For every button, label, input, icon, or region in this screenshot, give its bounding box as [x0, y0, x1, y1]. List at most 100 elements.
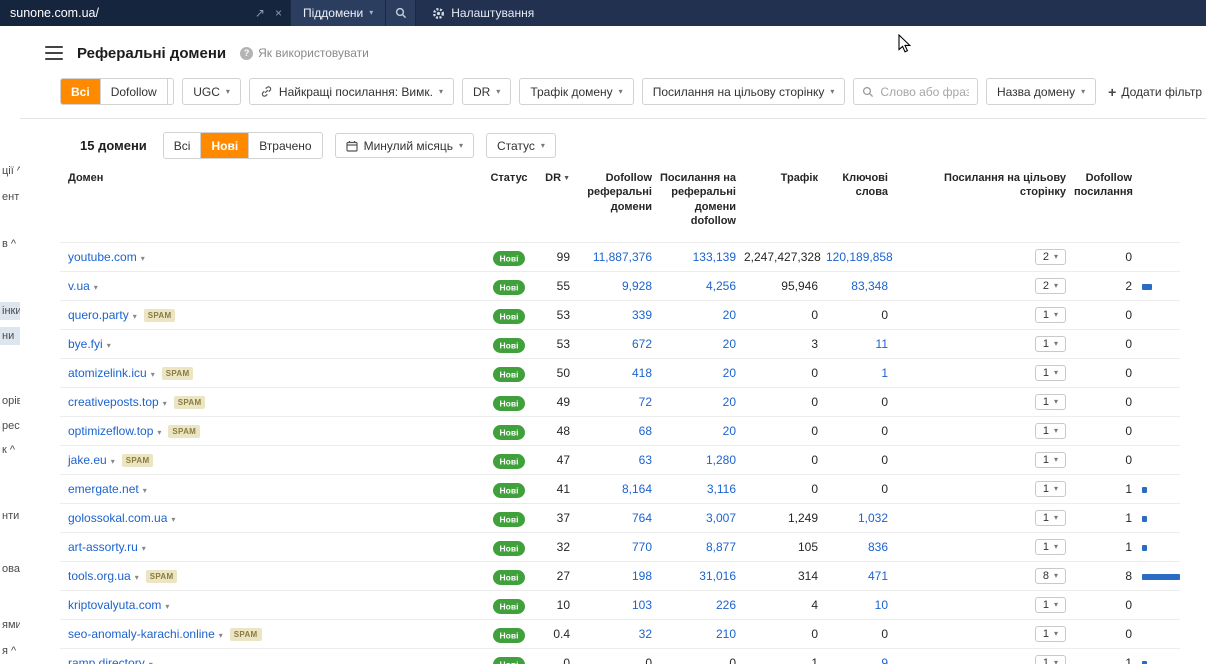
dofollow-domains-link[interactable]: 32: [639, 627, 652, 641]
ref-dofollow-links-link[interactable]: 31,016: [699, 569, 736, 583]
ref-dofollow-links-link[interactable]: 20: [723, 308, 736, 322]
sidebar-item-fragment[interactable]: ни: [0, 327, 20, 345]
domain-link[interactable]: quero.party: [68, 308, 129, 322]
domain-link[interactable]: kriptovalyuta.com: [68, 598, 161, 612]
external-link-icon[interactable]: ↗: [255, 7, 265, 19]
keywords-link[interactable]: 1,032: [858, 511, 888, 525]
ref-dofollow-links-link[interactable]: 226: [716, 598, 736, 612]
tab-all-domains[interactable]: Всі: [164, 133, 202, 158]
tab-new-domains[interactable]: Нові: [201, 133, 249, 158]
chevron-down-icon[interactable]: ▾: [171, 515, 175, 524]
header-ref-dofollow-links[interactable]: Посилання на реферальні домени dofollow: [652, 171, 736, 243]
target-pages-select[interactable]: 2 ▾: [1035, 249, 1066, 265]
target-pages-select[interactable]: 8 ▾: [1035, 568, 1066, 584]
target-pages-select[interactable]: 1 ▾: [1035, 336, 1066, 352]
chevron-down-icon[interactable]: ▾: [157, 428, 161, 437]
chevron-down-icon[interactable]: ▾: [142, 544, 146, 553]
best-links-filter-dropdown[interactable]: Найкращі посилання: Вимк. ▾: [249, 78, 454, 105]
dofollow-domains-link[interactable]: 339: [632, 308, 652, 322]
header-target-links[interactable]: Посилання на цільову сторінку: [888, 171, 1066, 243]
help-link[interactable]: ? Як використовувати: [240, 46, 369, 60]
target-url[interactable]: sunone.com.ua/: [10, 6, 245, 20]
target-pages-select[interactable]: 1 ▾: [1035, 510, 1066, 526]
dofollow-domains-link[interactable]: 11,887,376: [593, 250, 652, 264]
domain-link[interactable]: tools.org.ua: [68, 569, 131, 583]
domain-link[interactable]: v.ua: [68, 279, 90, 293]
ref-dofollow-links-link[interactable]: 20: [723, 337, 736, 351]
chevron-down-icon[interactable]: ▾: [219, 631, 223, 640]
target-url-field[interactable]: sunone.com.ua/ ↗ ×: [0, 0, 290, 26]
target-pages-select[interactable]: 1 ▾: [1035, 452, 1066, 468]
target-pages-select[interactable]: 1 ▾: [1035, 539, 1066, 555]
target-pages-select[interactable]: 1 ▾: [1035, 655, 1066, 664]
target-pages-select[interactable]: 1 ▾: [1035, 307, 1066, 323]
ugc-filter-dropdown[interactable]: UGC ▾: [182, 78, 241, 105]
header-keywords[interactable]: Ключові слова: [818, 171, 888, 243]
ref-dofollow-links-link[interactable]: 4,256: [706, 279, 736, 293]
domain-link[interactable]: seo-anomaly-karachi.online: [68, 627, 215, 641]
domain-link[interactable]: jake.eu: [68, 453, 107, 467]
tab-all[interactable]: Всі: [61, 79, 101, 104]
phrase-search-input[interactable]: [880, 85, 969, 99]
domain-name-dropdown[interactable]: Назва домену ▾: [986, 78, 1096, 105]
ref-dofollow-links-link[interactable]: 20: [723, 424, 736, 438]
dofollow-domains-link[interactable]: 63: [639, 453, 652, 467]
ref-dofollow-links-link[interactable]: 20: [723, 395, 736, 409]
header-dofollow-domains[interactable]: Dofollow реферальні домени: [570, 171, 652, 243]
sidebar-item-fragment[interactable]: орів: [2, 395, 20, 407]
domain-link[interactable]: optimizeflow.top: [68, 424, 153, 438]
header-status[interactable]: Статус: [482, 171, 528, 243]
keywords-link[interactable]: 120,189,858: [826, 250, 893, 264]
dofollow-domains-link[interactable]: 672: [632, 337, 652, 351]
chevron-down-icon[interactable]: ▾: [135, 573, 139, 582]
domain-link[interactable]: emergate.net: [68, 482, 139, 496]
dofollow-domains-link[interactable]: 418: [632, 366, 652, 380]
dr-filter-dropdown[interactable]: DR ▾: [462, 78, 511, 105]
ref-dofollow-links-link[interactable]: 20: [723, 366, 736, 380]
keywords-link[interactable]: 9: [881, 656, 888, 664]
dofollow-domains-link[interactable]: 770: [632, 540, 652, 554]
sidebar-item-fragment[interactable]: ції ^: [2, 165, 20, 177]
target-pages-select[interactable]: 1 ▾: [1035, 394, 1066, 410]
domain-link[interactable]: bye.fyi: [68, 337, 103, 351]
domain-traffic-filter-dropdown[interactable]: Трафік домену ▾: [519, 78, 633, 105]
header-domain[interactable]: Домен: [60, 171, 482, 243]
sidebar-item-fragment[interactable]: к ^: [2, 444, 15, 456]
dofollow-domains-link[interactable]: 8,164: [622, 482, 652, 496]
domain-link[interactable]: creativeposts.top: [68, 395, 159, 409]
tab-lost-domains[interactable]: Втрачено: [249, 133, 321, 158]
keywords-link[interactable]: 10: [875, 598, 888, 612]
dofollow-domains-link[interactable]: 764: [632, 511, 652, 525]
settings-button[interactable]: Налаштування: [432, 0, 534, 26]
dofollow-domains-link[interactable]: 198: [632, 569, 652, 583]
chevron-down-icon[interactable]: ▾: [163, 399, 167, 408]
ref-dofollow-links-link[interactable]: 1,280: [706, 453, 736, 467]
keywords-link[interactable]: 471: [868, 569, 888, 583]
domain-link[interactable]: golossokal.com.ua: [68, 511, 167, 525]
sidebar-item-fragment[interactable]: інки: [0, 302, 20, 320]
dofollow-domains-link[interactable]: 9,928: [622, 279, 652, 293]
chevron-down-icon[interactable]: ▾: [149, 660, 153, 664]
tab-nofollow[interactable]: Nofollow: [168, 79, 175, 104]
keywords-link[interactable]: 836: [868, 540, 888, 554]
keywords-link[interactable]: 1: [881, 366, 888, 380]
sidebar-item-fragment[interactable]: ями: [2, 619, 20, 631]
domain-link[interactable]: atomizelink.icu: [68, 366, 147, 380]
close-icon[interactable]: ×: [275, 7, 282, 19]
sidebar-item-fragment[interactable]: в ^: [2, 238, 16, 250]
domain-link[interactable]: art-assorty.ru: [68, 540, 138, 554]
header-dr[interactable]: DR▼: [528, 171, 570, 243]
chevron-down-icon[interactable]: ▾: [165, 602, 169, 611]
period-dropdown[interactable]: Минулий місяць ▾: [335, 133, 474, 158]
dofollow-domains-link[interactable]: 103: [632, 598, 652, 612]
sidebar-item-fragment[interactable]: енті: [2, 191, 20, 203]
target-pages-select[interactable]: 1 ▾: [1035, 481, 1066, 497]
status-dropdown[interactable]: Статус ▾: [486, 133, 556, 158]
keywords-link[interactable]: 11: [876, 337, 888, 351]
header-traffic[interactable]: Трафік: [736, 171, 818, 243]
add-filter-button[interactable]: + Додати фільтр: [1104, 85, 1206, 99]
ref-dofollow-links-link[interactable]: 3,007: [706, 511, 736, 525]
ref-dofollow-links-link[interactable]: 133,139: [693, 250, 736, 264]
target-pages-select[interactable]: 1 ▾: [1035, 597, 1066, 613]
chevron-down-icon[interactable]: ▾: [94, 283, 98, 292]
